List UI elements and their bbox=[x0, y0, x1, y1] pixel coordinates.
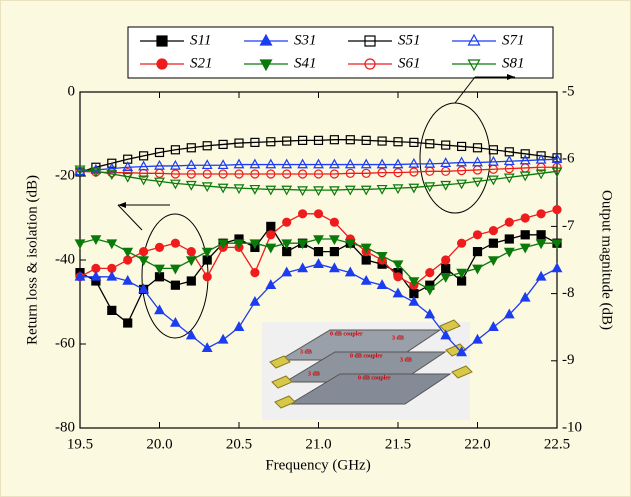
inset-label: 3 dB bbox=[392, 335, 404, 341]
marker bbox=[489, 227, 497, 235]
y-tick-label: -40 bbox=[55, 251, 75, 267]
legend-label: S81 bbox=[502, 55, 525, 71]
y-axis-label: Return loss & isolation (dB) bbox=[24, 175, 40, 345]
x-tick-label: 19.5 bbox=[67, 436, 93, 452]
inset bbox=[262, 320, 472, 420]
x-tick-label: 20.5 bbox=[226, 436, 252, 452]
legend-label: S71 bbox=[502, 32, 525, 48]
marker bbox=[124, 319, 132, 327]
marker bbox=[442, 264, 450, 272]
x-tick-label: 21.0 bbox=[305, 436, 331, 452]
inset-label: 3 dB bbox=[300, 349, 312, 355]
y-tick-label: -60 bbox=[55, 335, 75, 351]
x-tick-label: 21.5 bbox=[385, 436, 411, 452]
marker bbox=[474, 248, 482, 256]
legend-label: S41 bbox=[294, 55, 317, 71]
y-tick-label: 0 bbox=[68, 83, 76, 99]
marker bbox=[394, 273, 402, 281]
marker bbox=[330, 218, 338, 226]
y-tick-label: -20 bbox=[55, 167, 75, 183]
marker bbox=[299, 210, 307, 218]
marker bbox=[267, 231, 275, 239]
chart: Frequency (GHz) Return loss & isolation … bbox=[0, 0, 631, 497]
y2-tick-label: -7 bbox=[562, 218, 575, 234]
y2-tick-label: -6 bbox=[562, 151, 575, 167]
marker bbox=[442, 256, 450, 264]
legend-label: S21 bbox=[190, 55, 213, 71]
marker bbox=[251, 269, 259, 277]
marker bbox=[140, 248, 148, 256]
legend-label: S11 bbox=[190, 32, 211, 48]
inset-label: 0 dB coupler bbox=[330, 331, 363, 337]
marker bbox=[553, 206, 561, 214]
marker bbox=[171, 281, 179, 289]
marker bbox=[283, 218, 291, 226]
marker bbox=[156, 243, 164, 251]
x-tick-label: 22.5 bbox=[544, 436, 570, 452]
marker bbox=[330, 248, 338, 256]
y-tick-label: -80 bbox=[55, 419, 75, 435]
marker bbox=[187, 248, 195, 256]
marker bbox=[267, 222, 275, 230]
marker bbox=[489, 239, 497, 247]
marker bbox=[505, 235, 513, 243]
marker bbox=[521, 214, 529, 222]
marker bbox=[157, 59, 167, 69]
marker bbox=[426, 269, 434, 277]
y2-tick-label: -5 bbox=[562, 83, 575, 99]
marker bbox=[315, 210, 323, 218]
legend-label: S51 bbox=[398, 32, 421, 48]
x-axis-label: Frequency (GHz) bbox=[265, 457, 370, 473]
inset-label: 0 dB coupler bbox=[358, 375, 391, 381]
legend-label: S61 bbox=[398, 55, 421, 71]
y2-tick-label: -10 bbox=[562, 419, 582, 435]
inset-label: 3 dB bbox=[308, 371, 320, 377]
marker bbox=[171, 239, 179, 247]
marker bbox=[458, 239, 466, 247]
y2-tick-label: -8 bbox=[562, 285, 575, 301]
inset-label: 3 dB bbox=[400, 357, 412, 363]
marker bbox=[203, 273, 211, 281]
marker bbox=[505, 218, 513, 226]
x-tick-label: 22.0 bbox=[464, 436, 490, 452]
marker bbox=[362, 256, 370, 264]
marker bbox=[537, 231, 545, 239]
y2-axis-label: Output magnitude (dB) bbox=[599, 190, 615, 330]
y2-tick-label: -9 bbox=[562, 352, 575, 368]
marker bbox=[157, 36, 167, 46]
x-tick-label: 20.0 bbox=[146, 436, 172, 452]
marker bbox=[521, 231, 529, 239]
marker bbox=[187, 277, 195, 285]
marker bbox=[474, 231, 482, 239]
legend-label: S31 bbox=[294, 32, 317, 48]
marker bbox=[315, 248, 323, 256]
marker bbox=[537, 210, 545, 218]
marker bbox=[108, 306, 116, 314]
inset-label: 0 dB coupler bbox=[350, 353, 383, 359]
